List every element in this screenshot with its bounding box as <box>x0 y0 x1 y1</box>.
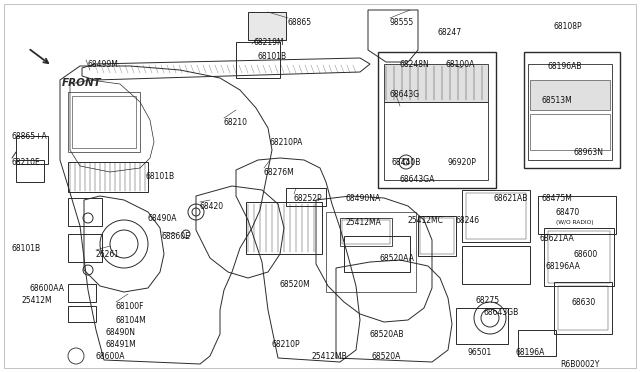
Bar <box>544 228 614 286</box>
Text: 25412M: 25412M <box>22 296 52 305</box>
Text: 68490A: 68490A <box>148 214 177 223</box>
Text: 68520AB: 68520AB <box>370 330 404 339</box>
Text: 98555: 98555 <box>390 18 414 27</box>
Bar <box>384 102 488 180</box>
Text: 68499M: 68499M <box>88 60 119 69</box>
Text: 96920P: 96920P <box>448 158 477 167</box>
Bar <box>68 284 96 302</box>
Text: 68490NA: 68490NA <box>346 194 381 203</box>
Text: 68963N: 68963N <box>573 148 603 157</box>
Bar <box>530 80 610 110</box>
Text: 68475M: 68475M <box>542 194 573 203</box>
Text: 25412MC: 25412MC <box>408 216 444 225</box>
Text: 68600AA: 68600AA <box>30 284 65 293</box>
Text: 68196AB: 68196AB <box>548 62 582 71</box>
Bar <box>68 92 140 152</box>
Bar <box>248 12 286 40</box>
Text: 68210PA: 68210PA <box>270 138 303 147</box>
Bar <box>554 282 612 334</box>
Text: FRONT: FRONT <box>62 78 102 88</box>
Text: 26261: 26261 <box>96 250 120 259</box>
Bar <box>286 188 326 206</box>
Bar <box>16 160 44 182</box>
Bar <box>326 212 416 292</box>
Text: 68100A: 68100A <box>446 60 476 69</box>
Text: 68210: 68210 <box>224 118 248 127</box>
Bar <box>420 218 454 254</box>
Text: 68247: 68247 <box>437 28 461 37</box>
Text: 68104M: 68104M <box>116 316 147 325</box>
Bar <box>528 64 612 160</box>
Text: 68100F: 68100F <box>116 302 145 311</box>
Text: 68101B: 68101B <box>258 52 287 61</box>
Text: 68865: 68865 <box>288 18 312 27</box>
Text: 68643GB: 68643GB <box>484 308 519 317</box>
Bar <box>518 330 556 356</box>
Text: 68420: 68420 <box>200 202 224 211</box>
Text: 68630: 68630 <box>572 298 596 307</box>
Text: 68621AB: 68621AB <box>494 194 529 203</box>
Text: 68440B: 68440B <box>392 158 421 167</box>
Text: R6B0002Y: R6B0002Y <box>560 360 600 369</box>
Text: 25412MB: 25412MB <box>312 352 348 361</box>
Bar <box>524 52 620 168</box>
Text: 68520A: 68520A <box>372 352 401 361</box>
Bar <box>558 286 608 330</box>
Bar <box>68 162 148 192</box>
Text: 68865+A: 68865+A <box>12 132 48 141</box>
Text: 68252P: 68252P <box>294 194 323 203</box>
Bar <box>72 96 136 148</box>
Bar <box>342 220 390 244</box>
Text: 68276M: 68276M <box>264 168 295 177</box>
Text: 68643GA: 68643GA <box>400 175 435 184</box>
Text: 68490N: 68490N <box>106 328 136 337</box>
Text: 68491M: 68491M <box>106 340 137 349</box>
Bar <box>246 202 322 254</box>
Bar <box>456 308 508 344</box>
Bar <box>466 193 526 239</box>
Bar <box>462 246 530 284</box>
Bar <box>68 198 102 226</box>
Text: 68600: 68600 <box>573 250 597 259</box>
Text: 68470: 68470 <box>556 208 580 217</box>
Text: 68219M: 68219M <box>253 38 284 47</box>
Text: 25412MA: 25412MA <box>346 218 382 227</box>
Bar <box>68 234 102 262</box>
Text: 68196AA: 68196AA <box>546 262 581 271</box>
Text: 68621AA: 68621AA <box>540 234 575 243</box>
Bar <box>418 216 456 256</box>
Bar <box>236 42 280 78</box>
Text: 68600A: 68600A <box>96 352 125 361</box>
Text: 68275: 68275 <box>476 296 500 305</box>
Text: 68520M: 68520M <box>280 280 311 289</box>
Bar <box>384 64 488 102</box>
Bar <box>68 306 96 322</box>
Text: 68101B: 68101B <box>12 244 41 253</box>
Bar <box>538 196 616 234</box>
Text: (W/O RADIO): (W/O RADIO) <box>556 220 594 225</box>
Text: 68196A: 68196A <box>516 348 545 357</box>
Text: 68210E: 68210E <box>12 158 41 167</box>
Text: 68513M: 68513M <box>542 96 573 105</box>
Bar <box>344 236 410 272</box>
Bar <box>462 190 530 242</box>
Bar <box>378 52 496 188</box>
Text: 68246: 68246 <box>456 216 480 225</box>
Text: 68520AA: 68520AA <box>380 254 415 263</box>
Text: 96501: 96501 <box>468 348 492 357</box>
Bar <box>16 136 48 164</box>
Text: 68643G: 68643G <box>390 90 420 99</box>
Text: 68210P: 68210P <box>272 340 301 349</box>
Bar <box>530 114 610 150</box>
Text: 68248N: 68248N <box>400 60 429 69</box>
Bar <box>548 231 610 283</box>
Text: 68860E: 68860E <box>162 232 191 241</box>
Text: 68108P: 68108P <box>554 22 582 31</box>
Text: 68101B: 68101B <box>146 172 175 181</box>
Bar <box>340 218 392 246</box>
